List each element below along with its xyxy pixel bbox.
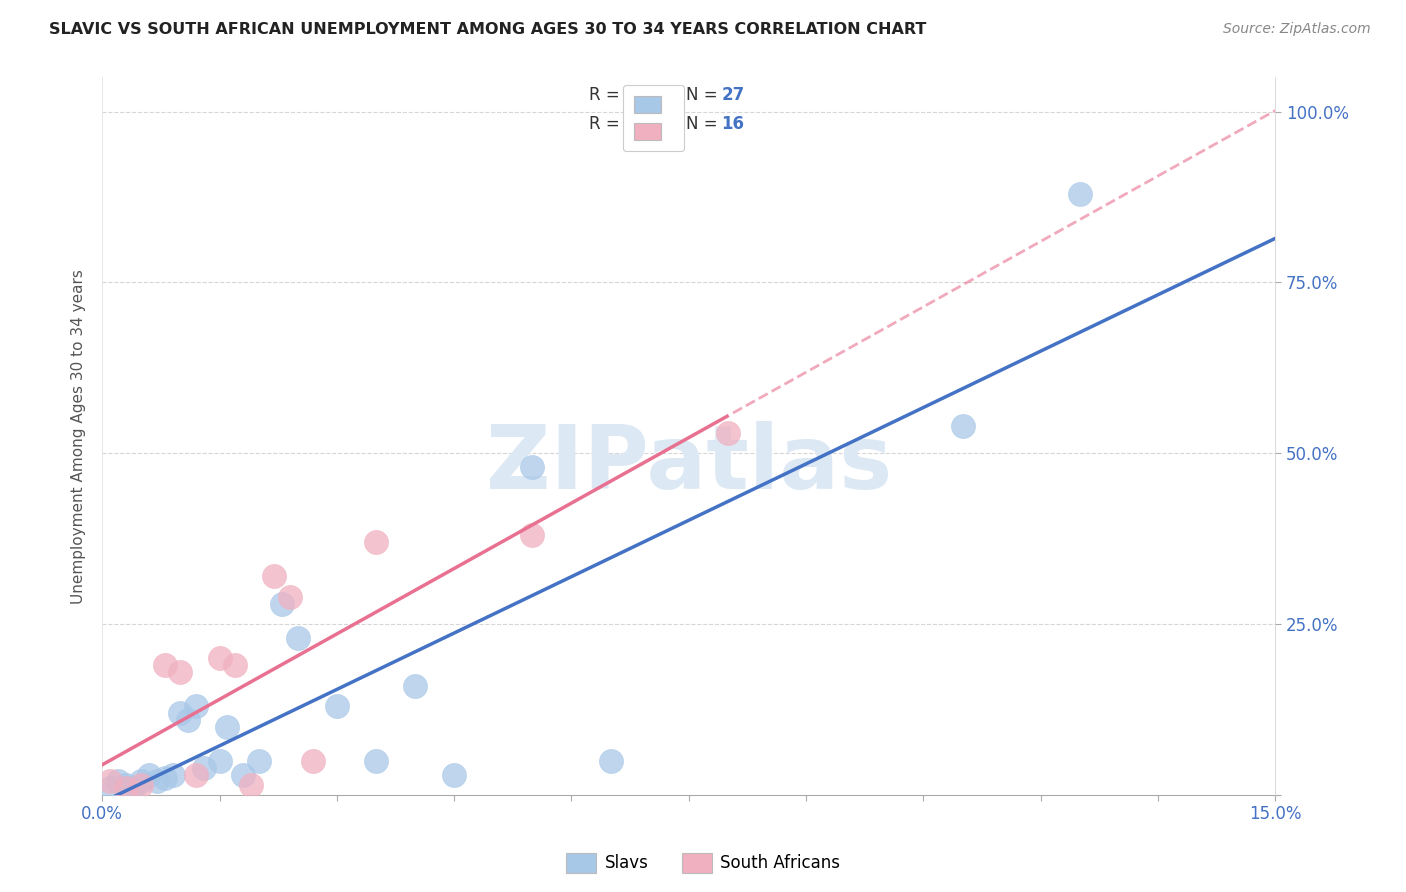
Point xyxy=(162,767,184,781)
Point xyxy=(522,460,544,475)
Point xyxy=(287,631,309,645)
Point xyxy=(114,778,136,792)
Point xyxy=(131,774,153,789)
Point xyxy=(114,781,136,796)
Point xyxy=(599,754,621,768)
Point xyxy=(146,774,169,789)
Text: N =: N = xyxy=(686,115,723,133)
Point xyxy=(239,778,262,792)
Text: R =: R = xyxy=(589,115,626,133)
Text: 16: 16 xyxy=(721,115,745,133)
Point xyxy=(122,781,145,796)
Point xyxy=(326,699,349,714)
Point xyxy=(404,679,426,693)
Text: 0.606: 0.606 xyxy=(627,87,679,104)
Text: Source: ZipAtlas.com: Source: ZipAtlas.com xyxy=(1223,22,1371,37)
Text: 0.591: 0.591 xyxy=(627,115,679,133)
Y-axis label: Unemployment Among Ages 30 to 34 years: Unemployment Among Ages 30 to 34 years xyxy=(72,268,86,604)
Point xyxy=(364,754,387,768)
Point xyxy=(153,658,176,673)
Point xyxy=(131,778,153,792)
Point xyxy=(443,767,465,781)
Point xyxy=(184,699,207,714)
Legend: Slavs, South Africans: Slavs, South Africans xyxy=(560,847,846,880)
Point xyxy=(1069,186,1091,201)
Point xyxy=(169,665,191,679)
Point xyxy=(169,706,191,720)
Legend: , : , xyxy=(623,85,685,151)
Point xyxy=(952,419,974,434)
Point xyxy=(98,774,121,789)
Point xyxy=(107,774,129,789)
Point xyxy=(271,597,294,611)
Text: SLAVIC VS SOUTH AFRICAN UNEMPLOYMENT AMONG AGES 30 TO 34 YEARS CORRELATION CHART: SLAVIC VS SOUTH AFRICAN UNEMPLOYMENT AMO… xyxy=(49,22,927,37)
Point xyxy=(247,754,270,768)
Point xyxy=(522,528,544,542)
Text: N =: N = xyxy=(686,87,723,104)
Point xyxy=(278,590,301,604)
Point xyxy=(717,425,740,440)
Point xyxy=(302,754,325,768)
Point xyxy=(177,713,200,727)
Text: R =: R = xyxy=(589,87,626,104)
Point xyxy=(193,761,215,775)
Point xyxy=(184,767,207,781)
Point xyxy=(263,569,285,583)
Point xyxy=(208,651,231,665)
Point xyxy=(208,754,231,768)
Point xyxy=(153,771,176,785)
Point xyxy=(364,535,387,549)
Point xyxy=(224,658,246,673)
Text: ZIPatlas: ZIPatlas xyxy=(485,421,891,508)
Point xyxy=(232,767,254,781)
Point xyxy=(217,720,239,734)
Text: 27: 27 xyxy=(721,87,745,104)
Point xyxy=(98,781,121,796)
Point xyxy=(138,767,160,781)
